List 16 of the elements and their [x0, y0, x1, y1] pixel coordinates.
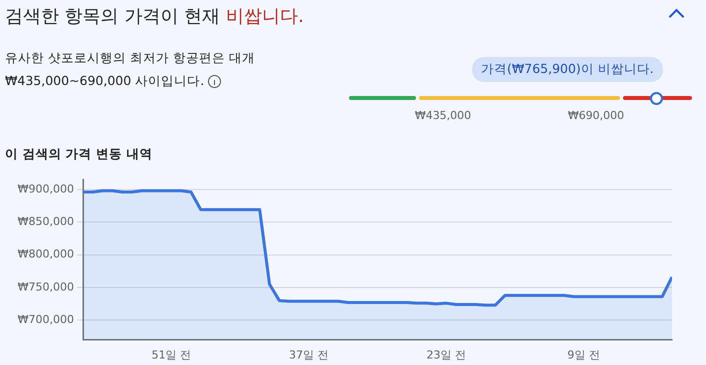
chart-title: 이 검색의 가격 변동 내역	[5, 146, 152, 163]
text: 비쌉니다.	[226, 6, 304, 27]
y-tick-label: ₩750,000	[18, 280, 74, 294]
text: 가격(₩765,900)이 비쌉니다.	[472, 57, 663, 82]
y-tick-label: ₩900,000	[18, 182, 74, 196]
x-tick-label: 9일 전	[567, 348, 600, 362]
x-tick-label: 51일 전	[152, 348, 192, 362]
text: ₩690,000	[568, 109, 624, 122]
x-tick-label: 23일 전	[426, 348, 466, 362]
y-tick-label: ₩800,000	[18, 248, 74, 261]
text: 검색한 항목의 가격이 현재	[5, 6, 220, 27]
y-tick-label: ₩850,000	[18, 214, 74, 228]
text: 유사한 샷포로시행의 최저가 항공편은 대개 ₩435,000~690,000 사이입니다.	[5, 49, 256, 90]
y-tick-label: ₩700,000	[18, 313, 74, 326]
text: ₩435,000	[414, 109, 472, 122]
x-tick-label: 37일 전	[289, 348, 329, 362]
